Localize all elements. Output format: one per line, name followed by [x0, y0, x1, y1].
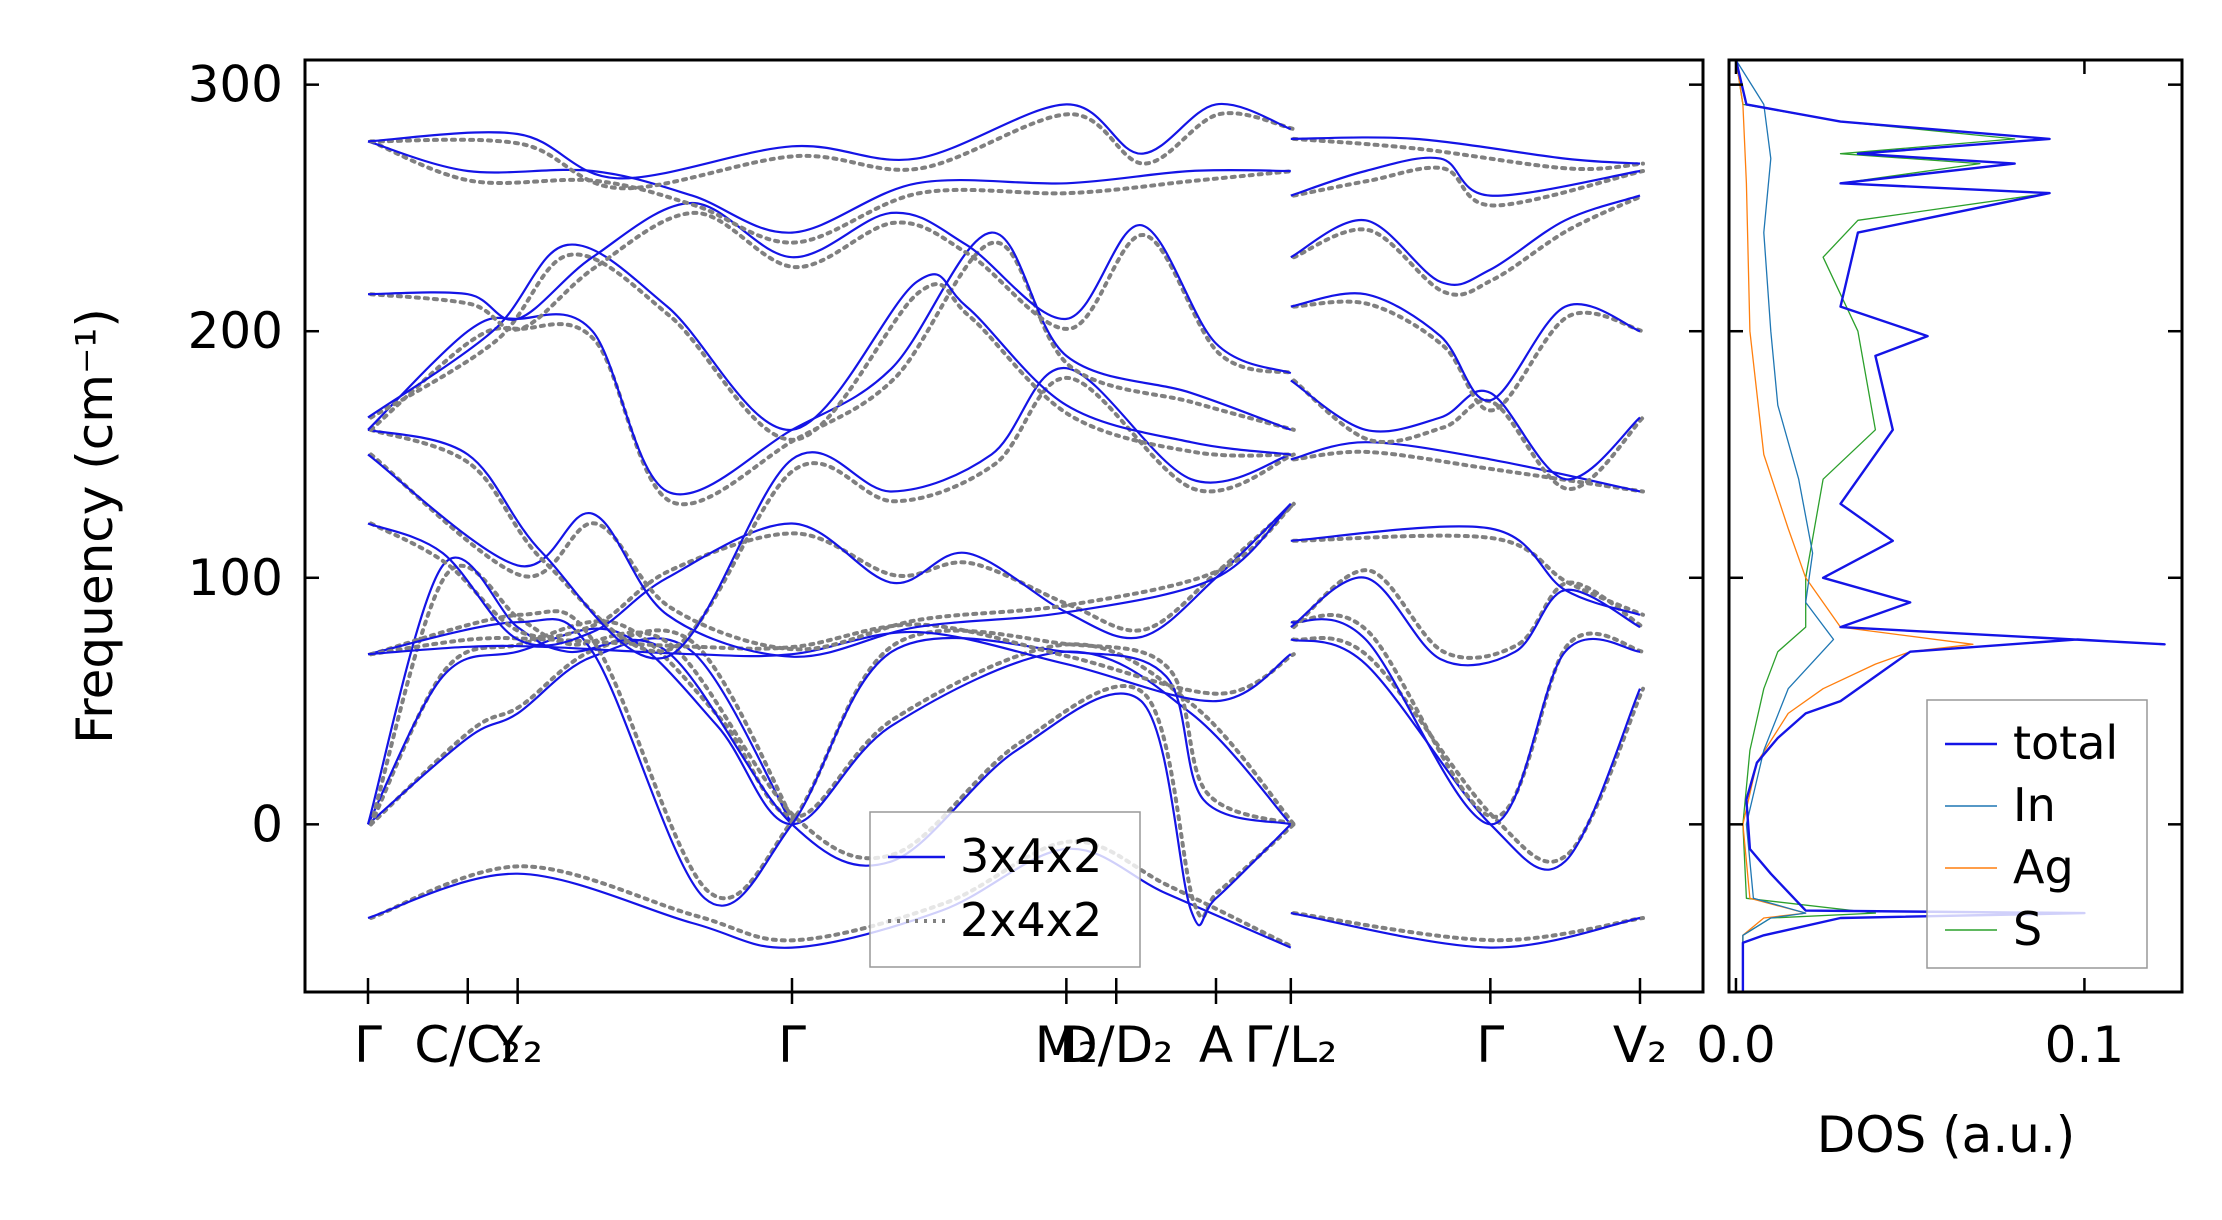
y-tick-label: 0	[251, 795, 283, 853]
k-point-label: Γ	[354, 1016, 382, 1074]
k-point-label: Y₂	[491, 1016, 543, 1074]
band-legend: 3x4x2 2x4x2	[869, 811, 1141, 968]
band-line-2x4x2	[1291, 136, 1645, 172]
dos-x-tick-label: 0.1	[2045, 1016, 2125, 1074]
band-line-2x4x2	[369, 252, 1296, 458]
band-line-3x4x2	[1290, 618, 1641, 826]
y-tick-label: 100	[188, 549, 283, 607]
band-line-2x4x2	[1291, 449, 1645, 494]
band-line-3x4x2	[367, 503, 1292, 647]
band-line-3x4x2	[367, 618, 1292, 907]
legend-label: total	[2013, 716, 2118, 770]
legend-label: In	[2013, 778, 2056, 832]
band-line-3x4x2	[1290, 156, 1641, 197]
band-line-2x4x2	[369, 628, 797, 827]
k-point-label: A	[1199, 1016, 1233, 1074]
band-line-3x4x2	[1290, 136, 1641, 165]
band-legend-box	[869, 811, 1141, 968]
band-line-3x4x2	[1290, 576, 1641, 667]
band-line-3x4x2	[367, 243, 1291, 456]
band-line-2x4x2	[1291, 568, 1645, 660]
k-point-label: Γ/L₂	[1245, 1016, 1338, 1074]
band-line-2x4x2	[1291, 193, 1645, 297]
band-panel-frame	[303, 58, 1705, 994]
y-tick-label: 300	[188, 56, 283, 114]
y-tick-label: 200	[188, 302, 283, 360]
band-line-3x4x2	[367, 201, 1292, 375]
band-line-3x4x2	[1290, 638, 1642, 871]
band-line-2x4x2	[369, 139, 1296, 245]
dos-panel-frame	[1727, 58, 2184, 994]
band-line-3x4x2	[1290, 912, 1641, 949]
band-line-3x4x2	[367, 847, 1292, 949]
band-line-3x4x2	[367, 140, 1291, 234]
legend-label: Ag	[2013, 840, 2074, 894]
band-line-3x4x2	[1290, 194, 1641, 286]
band-y-axis-label: Frequency (cm⁻¹)	[66, 308, 124, 744]
band-line-3x4x2	[367, 630, 1292, 703]
band-line-3x4x2	[1290, 525, 1641, 616]
legend-label: S	[2013, 902, 2042, 956]
band-line-3x4x2	[1290, 441, 1641, 493]
band-line-2x4x2	[369, 210, 1296, 376]
dos-legend: total In Ag S	[1926, 699, 2148, 969]
band-line-3x4x2	[367, 102, 1292, 180]
k-point-label: D/D₂	[1059, 1016, 1173, 1074]
band-line-3x4x2	[367, 453, 1292, 658]
band-line-2x4x2	[369, 240, 1296, 507]
k-point-label: M₂	[1035, 1016, 1098, 1074]
band-line-3x4x2	[367, 637, 793, 826]
band-line-2x4x2	[369, 563, 1296, 920]
band-line-2x4x2	[369, 111, 1296, 191]
dos-lines	[1734, 59, 2166, 992]
band-line-2x4x2	[369, 622, 1296, 696]
band-line-3x4x2	[366, 556, 1292, 927]
band-line-2x4x2	[369, 501, 1296, 639]
band-line-2x4x2	[1291, 636, 1645, 864]
dos-x-axis-label: DOS (a.u.)	[1817, 1106, 2076, 1164]
k-point-label: C/C₂	[414, 1016, 521, 1074]
band-lines	[366, 102, 1645, 950]
legend-label: 2x4x2	[960, 893, 1102, 947]
band-line-2x4x2	[369, 376, 1296, 654]
dos-axis-ticks: 0.0 0.1	[1696, 60, 2182, 1074]
band-line-2x4x2	[1291, 165, 1645, 208]
band-line-2x4x2	[1291, 613, 1645, 819]
band-line-3x4x2	[367, 367, 1292, 660]
k-point-label: Γ	[778, 1016, 806, 1074]
dos-line-s	[1735, 59, 2051, 992]
band-line-2x4x2	[369, 452, 1296, 652]
k-point-label: Γ	[1476, 1016, 1504, 1074]
k-point-label: V₂	[1613, 1016, 1667, 1074]
dos-line-total	[1734, 59, 2166, 992]
legend-label: 3x4x2	[960, 829, 1102, 883]
band-line-3x4x2	[1290, 292, 1641, 402]
band-line-2x4x2	[1291, 533, 1645, 617]
band-line-2x4x2	[1291, 299, 1645, 413]
dos-panel: 0.0 0.1	[1696, 58, 2184, 1074]
dos-x-tick-label: 0.0	[1696, 1016, 1776, 1074]
dos-line-in	[1735, 59, 1835, 992]
band-line-2x4x2	[1291, 911, 1645, 943]
band-line-2x4x2	[369, 839, 1296, 950]
band-line-2x4x2	[369, 619, 1296, 827]
